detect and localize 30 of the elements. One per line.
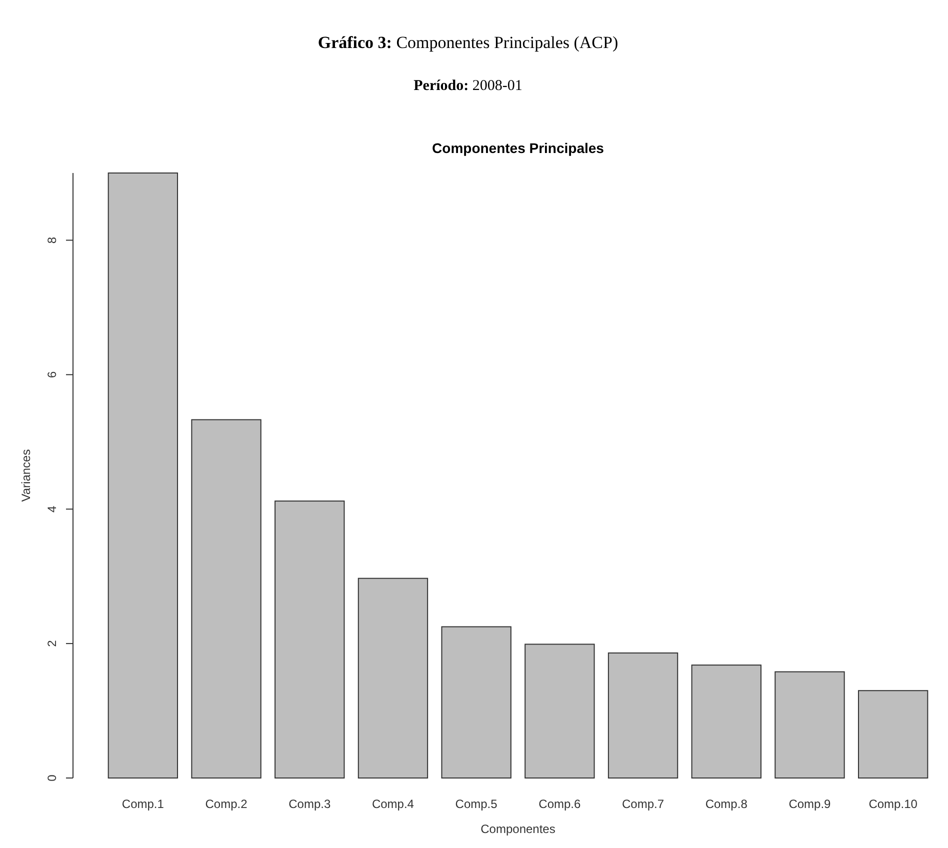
y-axis-title: Variances — [19, 449, 33, 502]
chart-subtitle: Período: 2008-01 — [414, 78, 522, 94]
bar — [524, 644, 595, 778]
bar — [691, 664, 762, 778]
chart-title: Gráfico 3: Componentes Principales (ACP) — [318, 33, 618, 52]
bar — [274, 500, 345, 778]
x-tick-label: Comp.7 — [622, 797, 664, 811]
x-tick-label: Comp.6 — [538, 797, 582, 811]
x-tick-label: Comp.10 — [868, 797, 918, 811]
bar — [774, 671, 845, 778]
bar — [191, 419, 262, 778]
bar — [108, 172, 178, 778]
y-tick-label: 2 — [45, 640, 59, 647]
bar — [608, 652, 678, 778]
y-tick-label: 4 — [45, 505, 59, 512]
x-tick-label: Comp.9 — [788, 797, 832, 811]
x-tick-label: Comp.1 — [122, 797, 164, 811]
x-tick-label: Comp.4 — [372, 797, 414, 811]
x-tick-label: Comp.2 — [205, 797, 248, 811]
y-tick-label: 8 — [45, 236, 59, 244]
y-tick-label: 6 — [45, 371, 59, 378]
x-tick-label: Comp.5 — [455, 797, 498, 811]
bar — [858, 690, 928, 778]
x-axis-title: Componentes — [480, 822, 556, 836]
text: Componentes Principales — [432, 140, 604, 156]
bar — [358, 578, 428, 778]
x-tick-label: Comp.8 — [705, 797, 748, 811]
x-tick-label: Comp.3 — [288, 797, 331, 811]
bar — [441, 626, 512, 778]
y-tick-label: 0 — [45, 774, 59, 782]
